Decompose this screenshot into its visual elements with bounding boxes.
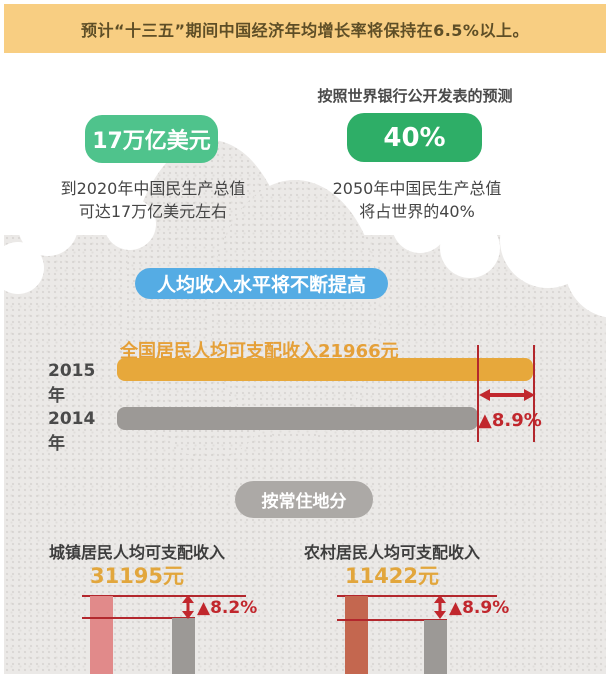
gdp-2020-badge: 17万亿美元 (85, 115, 218, 163)
urban-top-measure-line (82, 595, 246, 597)
banner-text: 预计“十三五”期间中国经济年均增长率将保持在6.5%以上。 (81, 20, 529, 40)
gdp-2050-badge-label: 40% (383, 122, 446, 153)
rural-bar-2014 (424, 620, 447, 674)
background-cloud (104, 198, 156, 250)
urban-value-label: 31195元 (89, 564, 185, 588)
national-income-chart-label: 全国居民人均可支配收入21966元 (120, 341, 399, 362)
background-cloud (0, 242, 44, 294)
background-cloud (392, 197, 448, 253)
year-label-2014: 2014年 (48, 409, 96, 454)
measure-line-left (477, 345, 479, 442)
rural-value-label: 11422元 (344, 564, 440, 588)
income-bar-2015 (117, 358, 533, 381)
worldbank-note: 按照世界银行公开发表的预测 (317, 87, 513, 105)
urban-chart-title: 城镇居民人均可支配收入 (48, 543, 225, 562)
increase-arrow-vertical-icon (182, 595, 194, 619)
residence-section-badge-label: 按常住地分 (261, 492, 347, 512)
urban-bar-2014 (172, 618, 195, 674)
gdp-2050-description-line2: 将占世界的40% (359, 202, 475, 221)
increase-arrow-vertical-icon (434, 595, 446, 619)
rural-top-measure-line (337, 595, 497, 597)
income-bar-2014 (117, 407, 478, 430)
urban-bar-2015 (90, 596, 113, 674)
residence-section-badge: 按常住地分 (235, 481, 373, 518)
gdp-2020-description: 到2020年中国民生产总值 可达17万亿美元左右 (48, 177, 258, 223)
increase-arrow-horizontal-icon (479, 389, 535, 401)
texture-mountain (210, 180, 380, 440)
year-label-2015: 2015年 (48, 361, 96, 406)
gdp-2020-description-line2: 可达17万亿美元左右 (78, 202, 228, 221)
gdp-2020-badge-label: 17万亿美元 (92, 129, 211, 154)
urban-base-measure-line (82, 617, 195, 619)
rural-chart-title: 农村居民人均可支配收入 (303, 543, 480, 562)
top-banner: 预计“十三五”期间中国经济年均增长率将保持在6.5%以上。 (4, 4, 606, 53)
rural-base-measure-line (337, 619, 447, 621)
background-cloud (440, 218, 500, 278)
measure-line-right (533, 345, 535, 442)
gdp-2050-description: 2050年中国民生产总值 将占世界的40% (312, 177, 522, 223)
rural-bar-2015 (345, 596, 368, 674)
income-section-title-label: 人均收入水平将不断提高 (156, 274, 366, 296)
income-section-title-badge: 人均收入水平将不断提高 (135, 268, 388, 299)
national-growth-label: ▲8.9% (478, 410, 542, 431)
rural-growth-label: ▲8.9% (449, 598, 510, 618)
gdp-2050-description-line1: 2050年中国民生产总值 (332, 179, 502, 198)
urban-growth-label: ▲8.2% (197, 598, 258, 618)
gdp-2020-description-line1: 到2020年中国民生产总值 (60, 179, 246, 198)
gdp-2050-badge: 40% (347, 113, 482, 162)
